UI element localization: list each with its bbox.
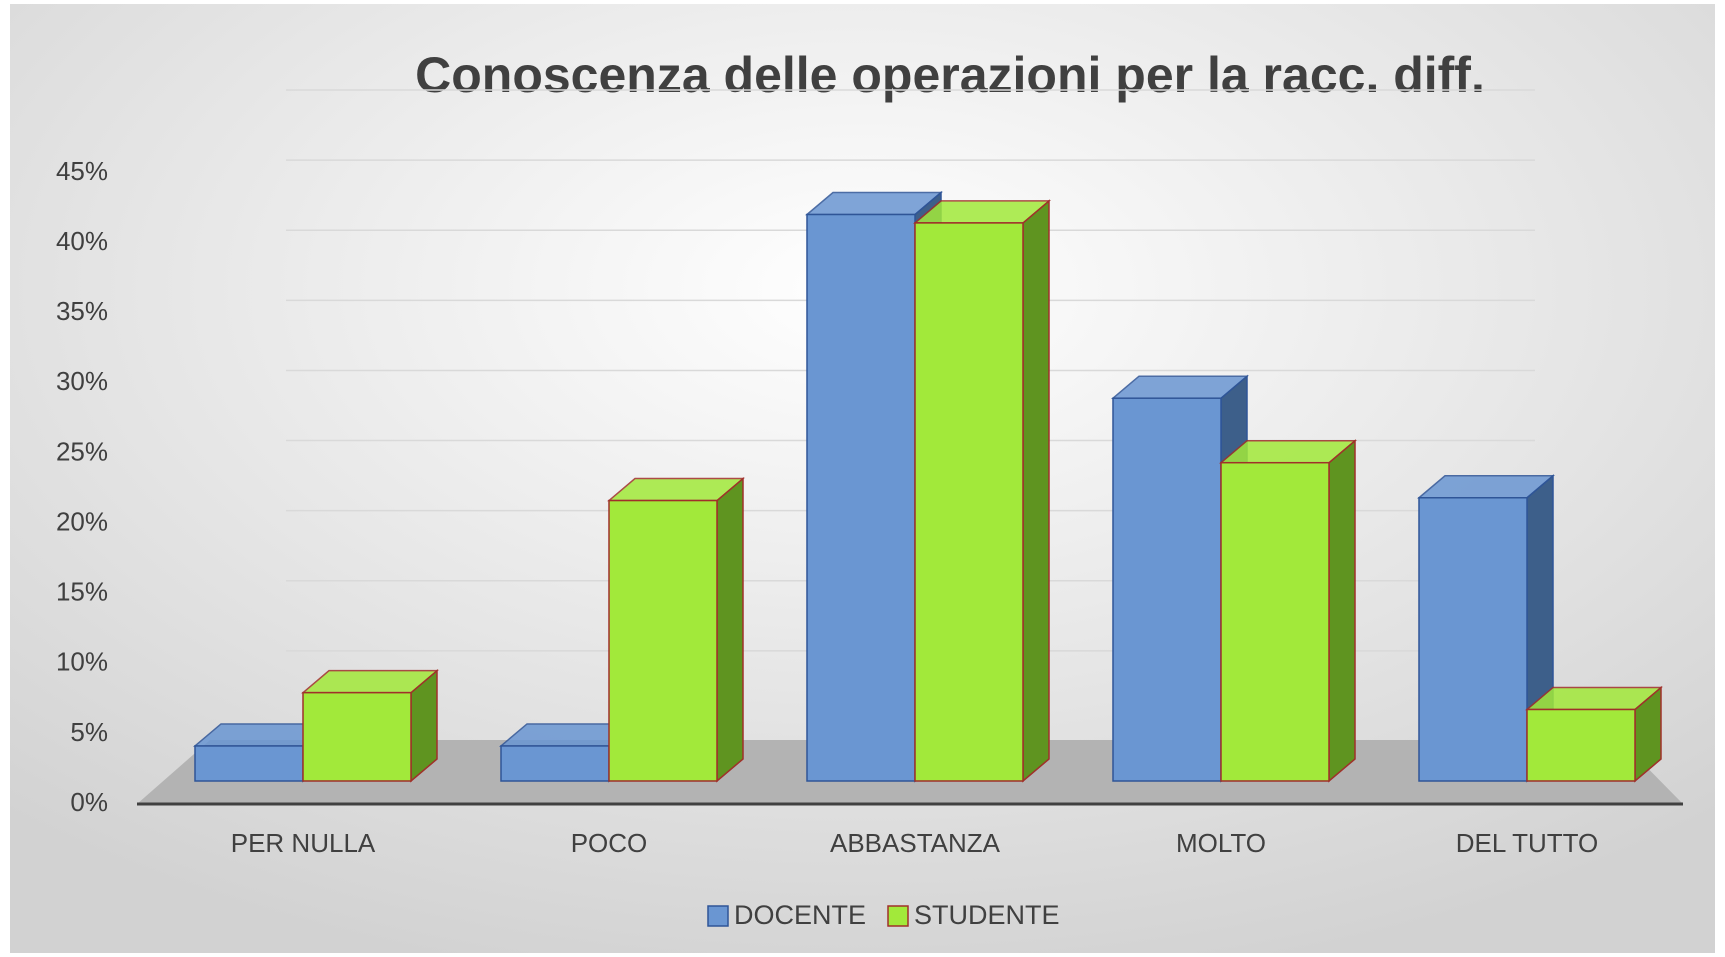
y-tick-label: 5% bbox=[70, 717, 108, 747]
y-tick-label: 25% bbox=[56, 436, 108, 466]
bar bbox=[1112, 397, 1222, 782]
bar bbox=[1220, 461, 1330, 782]
bar bbox=[608, 499, 718, 782]
legend-swatch bbox=[707, 905, 729, 927]
bar bbox=[914, 222, 1024, 782]
legend-label: STUDENTE bbox=[914, 900, 1060, 930]
y-tick-label: 15% bbox=[56, 577, 108, 607]
bar bbox=[194, 745, 304, 782]
y-tick-label: 0% bbox=[70, 787, 108, 817]
y-tick-label: 20% bbox=[56, 506, 108, 536]
x-tick-label: MOLTO bbox=[1176, 828, 1266, 858]
x-tick-label: DEL TUTTO bbox=[1456, 828, 1599, 858]
bar bbox=[806, 213, 916, 782]
bar bbox=[500, 745, 610, 782]
legend-label: DOCENTE bbox=[734, 900, 866, 930]
y-tick-label: 10% bbox=[56, 647, 108, 677]
bar bbox=[1526, 708, 1636, 782]
x-tick-label: PER NULLA bbox=[231, 828, 376, 858]
x-tick-label: POCO bbox=[571, 828, 648, 858]
y-tick-label: 40% bbox=[56, 226, 108, 256]
y-tick-label: 35% bbox=[56, 296, 108, 326]
bar-side bbox=[1328, 439, 1356, 783]
bar bbox=[1418, 497, 1528, 782]
chart-title: Conoscenza delle operazioni per la racc.… bbox=[415, 47, 1485, 103]
bar-side bbox=[716, 476, 744, 783]
y-tick-label: 45% bbox=[56, 156, 108, 186]
y-tick-label: 30% bbox=[56, 366, 108, 396]
x-tick-label: ABBASTANZA bbox=[830, 828, 1001, 858]
bar bbox=[302, 691, 412, 782]
bar-side bbox=[1022, 199, 1050, 783]
legend-swatch bbox=[887, 905, 909, 927]
